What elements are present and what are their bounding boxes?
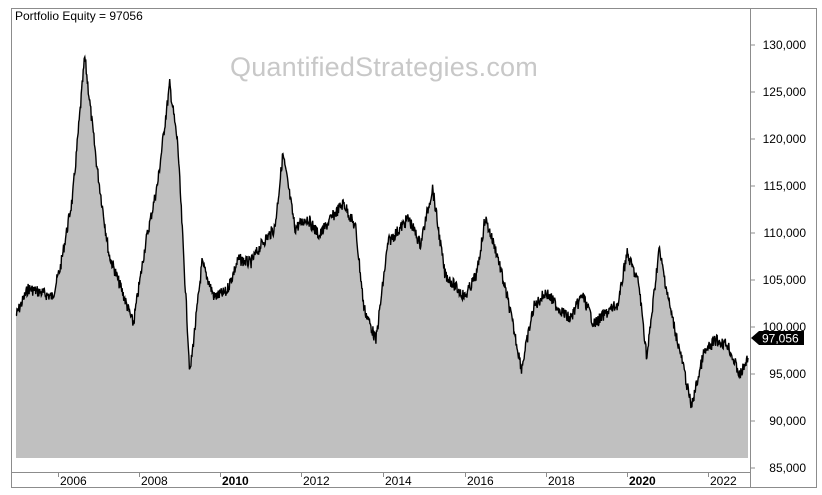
last-value-badge: 97,056 xyxy=(751,331,804,346)
x-tick-label: 2022 xyxy=(710,474,737,488)
y-tick-label: 95,000 xyxy=(769,367,806,381)
y-tick-label: 85,000 xyxy=(769,461,806,475)
last-value-text: 97,056 xyxy=(762,332,799,346)
x-tick-label: 2018 xyxy=(548,474,575,488)
y-tick-label: 120,000 xyxy=(763,132,807,146)
x-tick-label: 2014 xyxy=(385,474,412,488)
y-tick-label: 115,000 xyxy=(764,179,807,193)
y-tick-label: 100,000 xyxy=(763,320,807,334)
equity-area xyxy=(15,54,749,458)
x-tick-label: 2006 xyxy=(60,474,87,488)
y-tick-label: 130,000 xyxy=(763,38,807,52)
y-tick-label: 90,000 xyxy=(769,414,806,428)
x-tick-label: 2020 xyxy=(629,474,656,488)
chart-frame xyxy=(11,8,817,488)
x-tick-label: 2010 xyxy=(222,474,249,488)
y-axis: 130,000 125,000 120,000 115,000 110,000 105,0… xyxy=(751,38,806,475)
y-tick-label: 110,000 xyxy=(764,226,807,240)
equity-fill xyxy=(16,57,748,458)
equity-line xyxy=(15,54,749,409)
x-tick-label: 2016 xyxy=(467,474,494,488)
x-tick-label: 2008 xyxy=(141,474,168,488)
x-tick-label: 2012 xyxy=(303,474,330,488)
y-tick-label: 105,000 xyxy=(763,273,807,287)
watermark: QuantifiedStrategies.com xyxy=(230,52,538,82)
chart-title: Portfolio Equity = 97056 xyxy=(15,9,143,23)
y-tick-label: 125,000 xyxy=(763,85,807,99)
x-axis: 2006 2008 2010 2012 2014 2016 2018 2020 2022 xyxy=(58,473,737,488)
